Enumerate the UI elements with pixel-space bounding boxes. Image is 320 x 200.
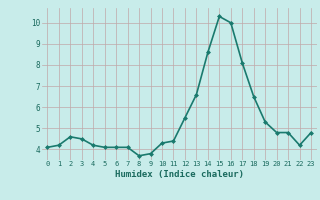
X-axis label: Humidex (Indice chaleur): Humidex (Indice chaleur) bbox=[115, 170, 244, 179]
